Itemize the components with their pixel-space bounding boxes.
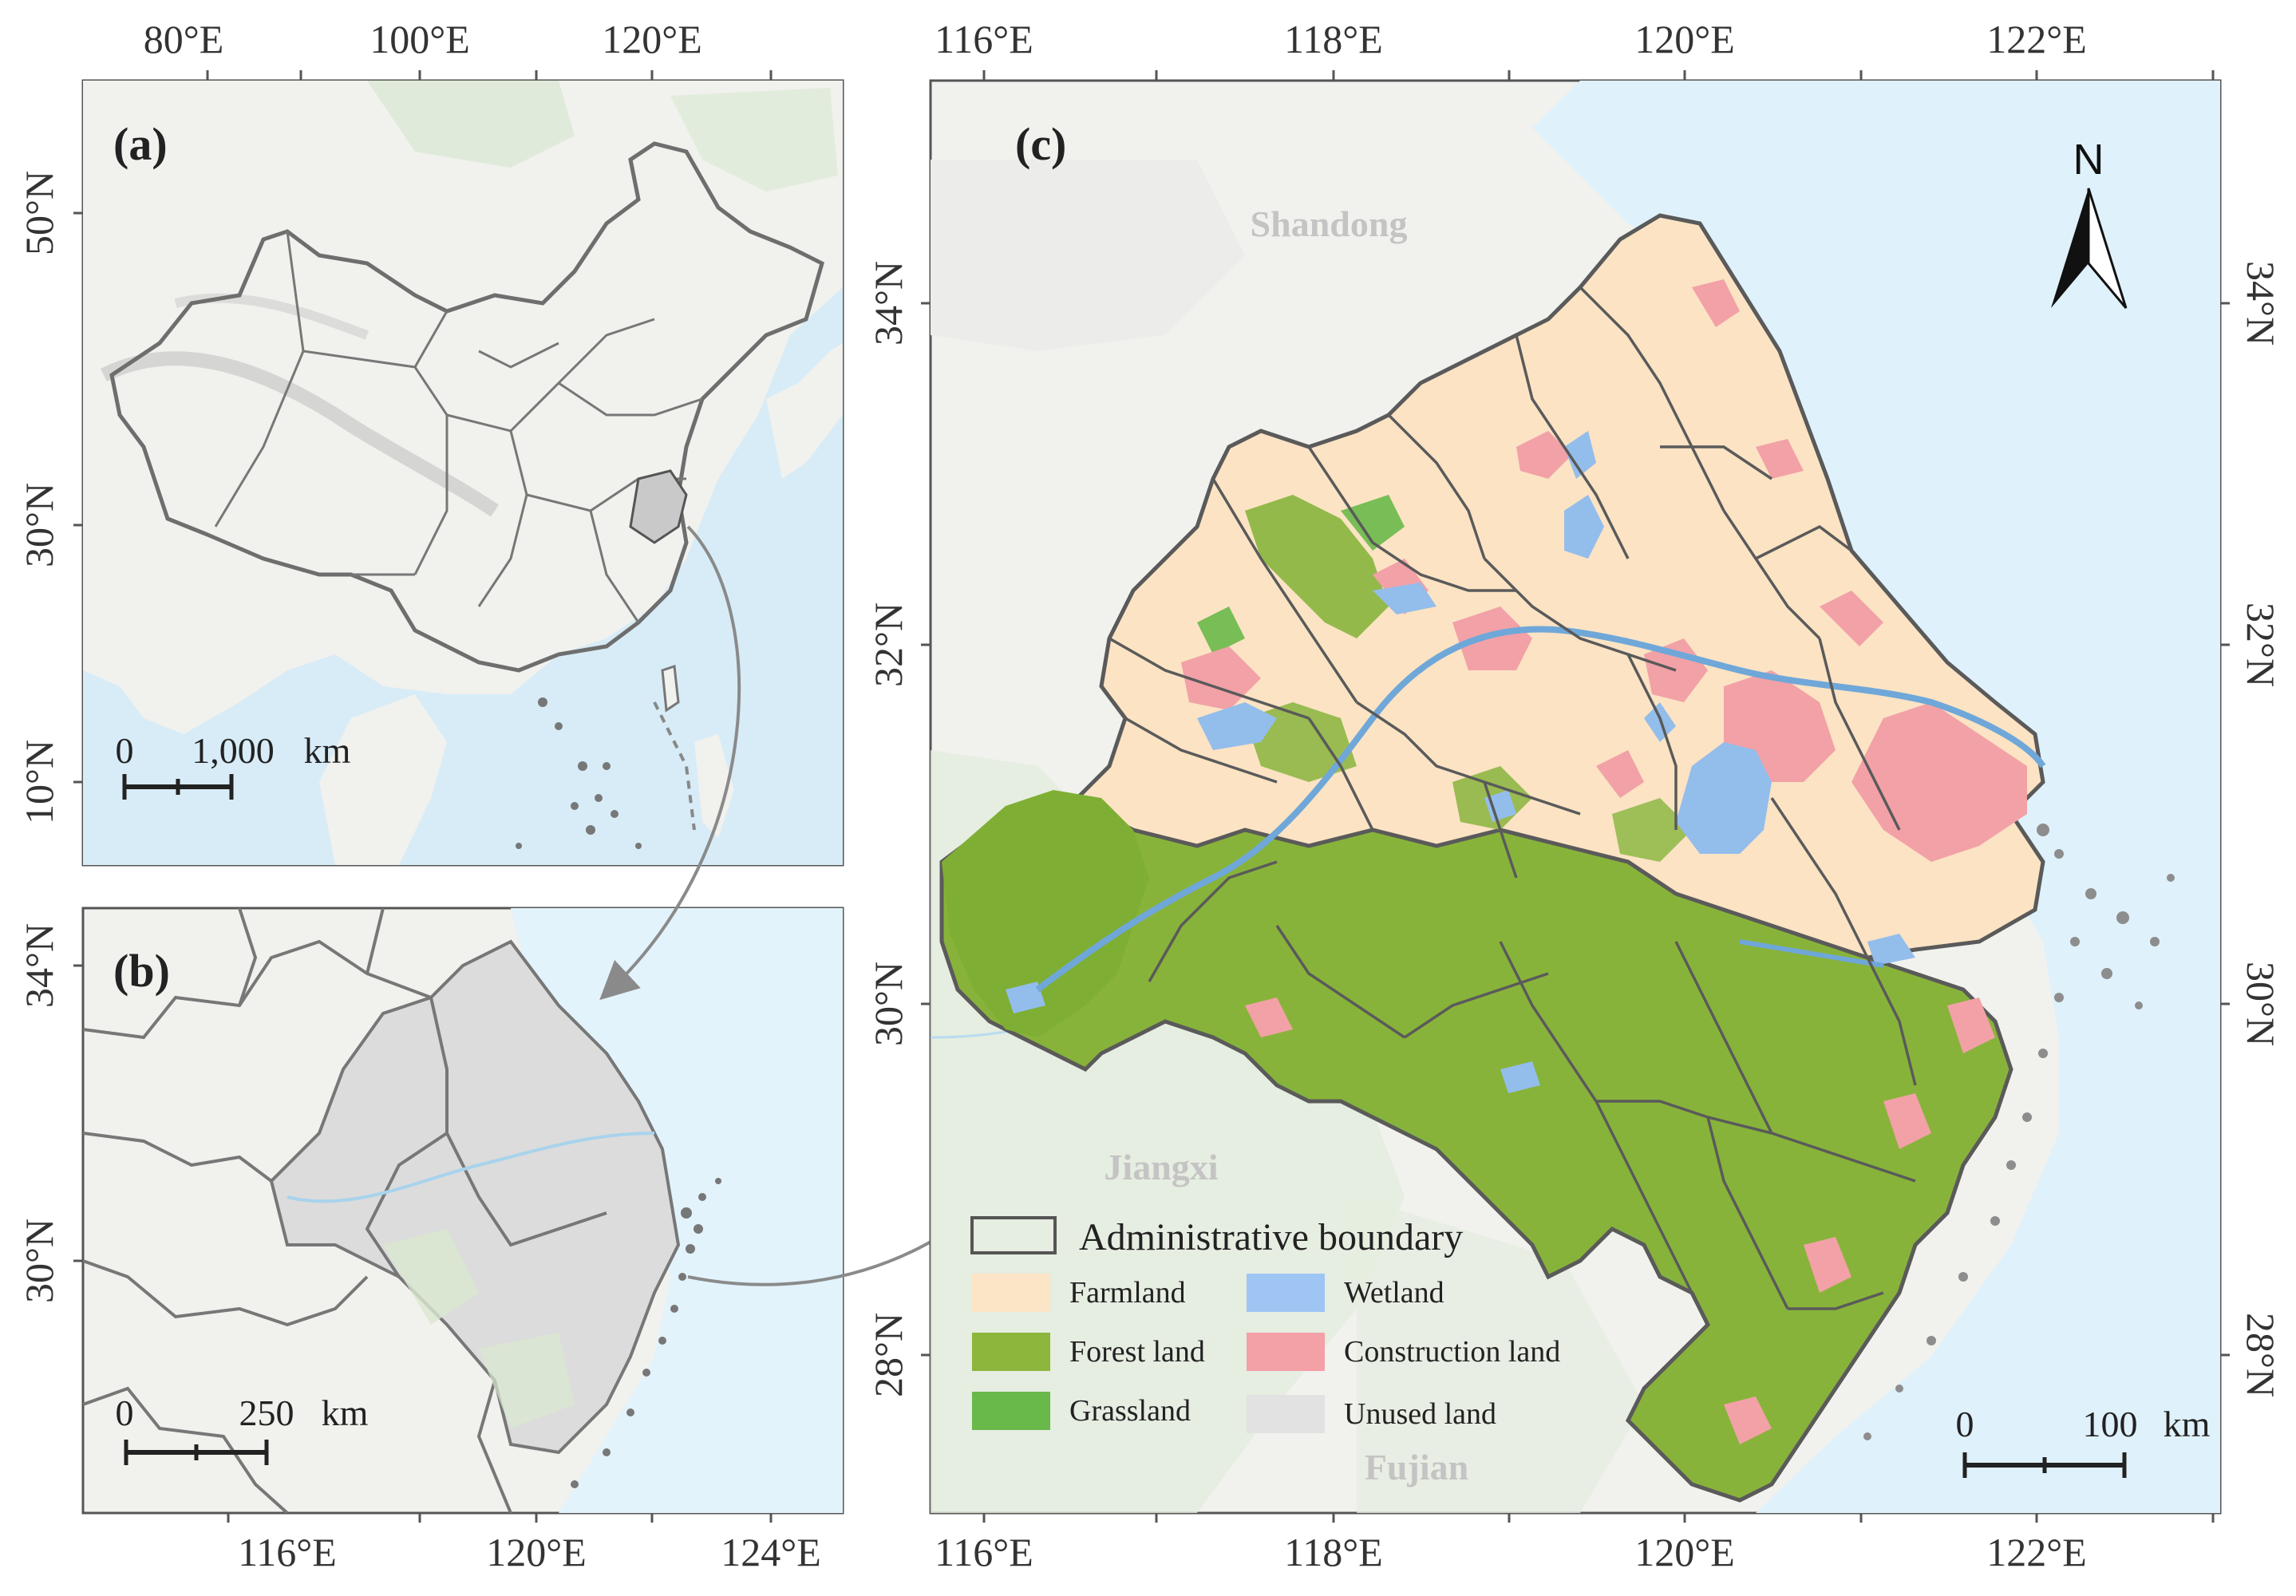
tick-c-top-0: 116°E (935, 17, 1033, 61)
legend: Administrative boundary Farmland Wetland… (970, 1216, 1560, 1433)
panel-c-left-ticks: 34°N 32°N 30°N 28°N (866, 261, 931, 1397)
panel-b-bottom-ticks: 116°E 120°E 124°E (227, 1513, 821, 1574)
tick-c-right-1: 32°N (2239, 602, 2283, 687)
legend-title: Administrative boundary (1079, 1216, 1463, 1258)
panel-c-right-ticks: 34°N 32°N 30°N 28°N (2220, 261, 2283, 1397)
panel-b-label: (b) (113, 945, 170, 997)
study-area-b (269, 939, 681, 1455)
tick-c-left-1: 32°N (866, 602, 911, 687)
legend-label-unused: Unused land (1344, 1397, 1496, 1431)
legend-swatch-grassland (972, 1392, 1050, 1430)
region-fujian: Fujian (1365, 1447, 1468, 1487)
scale-a-unit: km (304, 730, 351, 771)
forest-south (939, 796, 2013, 1503)
yangtze-river (1035, 626, 2046, 993)
legend-swatch-farmland (972, 1274, 1050, 1312)
panel-b-scale-bar: 0 250 km (116, 1393, 369, 1465)
legend-swatch-forest (972, 1333, 1050, 1371)
tick-a-left-2: 10°N (17, 740, 61, 824)
legend-swatch-unused (1247, 1395, 1325, 1433)
tick-c-top-2: 120°E (1634, 17, 1735, 61)
scale-a-start: 0 (116, 730, 134, 771)
tick-c-bottom-1: 118°E (1284, 1530, 1383, 1574)
tick-a-top-2: 120°E (602, 17, 702, 61)
legend-label-forest: Forest land (1069, 1335, 1205, 1369)
legend-label-wetland: Wetland (1344, 1276, 1444, 1310)
tick-b-bottom-1: 120°E (486, 1530, 587, 1574)
offshore-islands-c (1863, 824, 2175, 1440)
china-outline (109, 141, 824, 673)
legend-label-construction: Construction land (1344, 1335, 1560, 1369)
province-lines-b (83, 908, 607, 1513)
tick-a-top-0: 80°E (144, 17, 224, 61)
asia-land (83, 81, 843, 734)
region-jiangxi: Jiangxi (1104, 1147, 1218, 1187)
tick-a-top-1: 100°E (369, 17, 470, 61)
scale-b-end: 250 (239, 1393, 294, 1433)
scale-c-end: 100 (2083, 1404, 2138, 1444)
legend-label-farmland: Farmland (1069, 1276, 1186, 1310)
tick-a-left-1: 30°N (17, 483, 61, 567)
legend-swatch-construction (1247, 1333, 1325, 1371)
north-arrow: N (2051, 136, 2128, 309)
panel-a-left-ticks: 50°N 30°N 10°N (17, 171, 83, 824)
tick-c-top-1: 118°E (1284, 17, 1383, 61)
forest-west (942, 790, 1149, 1037)
scale-b-start: 0 (116, 1393, 134, 1433)
tick-c-left-2: 30°N (866, 962, 911, 1046)
tick-c-bottom-2: 120°E (1634, 1530, 1735, 1574)
tick-c-top-3: 122°E (1986, 17, 2087, 61)
tick-c-left-0: 34°N (866, 261, 911, 346)
panel-c-label: (c) (1015, 118, 1066, 170)
scs-islands (516, 697, 642, 849)
tick-c-right-3: 28°N (2239, 1313, 2283, 1397)
tick-b-left-1: 30°N (17, 1219, 61, 1303)
panel-c-top-ticks: 116°E 118°E 120°E 122°E (935, 17, 2215, 81)
north-arrow-icon (2051, 188, 2089, 308)
region-shandong: Shandong (1251, 203, 1408, 244)
panel-a-label: (a) (113, 118, 168, 170)
scale-c-start: 0 (1956, 1404, 1974, 1444)
scale-a-end: 1,000 (192, 730, 275, 771)
legend-boundary-swatch (970, 1216, 1057, 1254)
admin-boundaries-c (1108, 286, 1917, 1310)
scale-c-unit: km (2164, 1404, 2211, 1444)
panel-c-bottom-ticks: 116°E 118°E 120°E 122°E (935, 1513, 2215, 1574)
panel-c-scale-bar: 0 100 km (1956, 1404, 2211, 1478)
panel-a-top-ticks: 80°E 100°E 120°E (144, 17, 773, 81)
zhoushan-islands-b (571, 1178, 721, 1488)
scale-b-unit: km (322, 1393, 369, 1433)
legend-swatch-wetland (1247, 1274, 1325, 1312)
tick-c-right-2: 30°N (2239, 962, 2283, 1046)
north-arrow-label: N (2073, 136, 2104, 184)
tick-c-right-0: 34°N (2239, 261, 2283, 346)
arrow-a-to-b (599, 525, 741, 1001)
panel-b: (b) 116°E 120°E 124°E 34°N 30°N 0 250 km (17, 907, 844, 1574)
tick-b-bottom-0: 116°E (238, 1530, 337, 1574)
province-lines-a (214, 231, 703, 623)
study-area-highlight (629, 469, 688, 544)
panel-a: (a) 80°E 100°E 120°E 50°N 30°N 10°N 0 1,… (17, 17, 844, 867)
panel-b-left-ticks: 34°N 30°N (17, 923, 83, 1303)
tick-a-left-0: 50°N (17, 171, 61, 255)
panel-a-scale-bar: 0 1,000 km (116, 730, 351, 800)
tick-c-bottom-3: 122°E (1986, 1530, 2087, 1574)
tick-b-bottom-2: 124°E (721, 1530, 821, 1574)
panel-c: (c) Shandong Jiangxi Fujian N 116°E 118°… (866, 17, 2283, 1574)
tick-c-bottom-0: 116°E (935, 1530, 1033, 1574)
tick-c-left-3: 28°N (866, 1313, 911, 1397)
lake-taihu (1676, 742, 1772, 854)
tick-b-left-0: 34°N (17, 923, 61, 1008)
legend-label-grassland: Grassland (1069, 1394, 1191, 1428)
